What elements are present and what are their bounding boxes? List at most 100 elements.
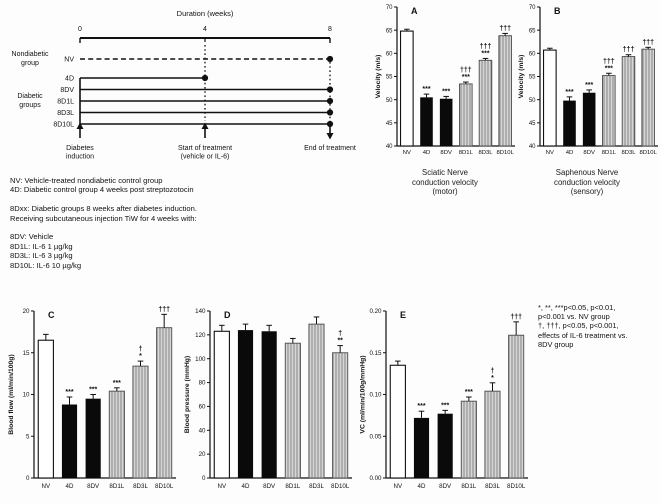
event-label: induction: [66, 154, 94, 161]
y-axis-title: Blood pressure (mmHg): [184, 356, 191, 433]
bar-8D10L: [156, 327, 173, 479]
event-label: End of treatment: [304, 145, 356, 152]
y-tick-label: 55: [386, 75, 393, 81]
axis-week-label: 8: [328, 26, 332, 33]
x-tick-label: NV: [403, 150, 411, 156]
x-tick-label: 8D3L: [478, 150, 493, 156]
nondiabetic-group-label: Nondiabetic: [12, 51, 49, 58]
bar-chart-blood-pressure: 0 20 40 60 80 100 120 140 Blood pressure (mmHg) D…: [184, 308, 352, 490]
x-tick-label: 8D3L: [309, 483, 324, 490]
event-label: Start of treatment: [178, 145, 232, 152]
x-tick-label: 8D1L: [285, 483, 300, 490]
text-line: †, †††, p<0.05, p<0.001,: [538, 321, 619, 331]
text-line: NV: Vehicle-treated nondiabetic control …: [10, 176, 163, 185]
bar-8D3L: [308, 323, 325, 479]
text-line: Saphenous Nerve: [555, 168, 619, 177]
y-tick-label: 60: [529, 51, 536, 57]
y-tick-label: 40: [199, 427, 206, 434]
x-tick-label: 8D10L: [496, 150, 514, 156]
x-tick-label: 8DV: [439, 483, 452, 490]
y-tick-label: 20: [23, 308, 30, 315]
bar-4D: [61, 404, 78, 478]
y-tick-label: 0.10: [369, 392, 382, 399]
y-tick-label: 70: [529, 5, 536, 11]
significance-marker: †††: [623, 47, 635, 54]
y-tick-label: 70: [386, 5, 393, 11]
endpoint-dot: [326, 120, 334, 128]
y-tick-label: 0.15: [369, 350, 382, 357]
bar-NV: [399, 30, 414, 147]
y-tick-label: 5: [26, 433, 30, 440]
chart-a-caption: Sciatic Nerve conduction velocity (motor): [372, 168, 518, 197]
significance-marker: †††: [158, 306, 170, 313]
x-tick-label: 4D: [566, 150, 574, 156]
y-tick-label: 55: [529, 75, 536, 81]
bar-8D1L: [602, 75, 616, 147]
bar-chart-sciatic-velocity: 40 45 50 55 60 65 70 Velocity (m/s) A NV *** 4D *** 8…: [375, 5, 515, 156]
x-tick-label: 8DV: [583, 150, 595, 156]
bar-chart-saphenous-velocity: 40 45 50 55 60 65 70 Velocity (m/s) B NV *** 4D *** 8…: [518, 5, 658, 156]
text-line: conduction velocity: [554, 177, 620, 187]
text-line: 8D3L: IL-6 3 µg/kg: [10, 251, 73, 261]
x-tick-label: 8D1L: [602, 150, 617, 156]
diabetic-group-label: groups: [19, 102, 41, 109]
bar-8DV: [582, 92, 596, 146]
bar-8D3L: [484, 390, 501, 479]
endpoint-dot: [326, 86, 334, 93]
endpoint-dot: [201, 74, 209, 82]
x-tick-label: 4D: [242, 483, 250, 490]
bar-8DV: [439, 98, 453, 146]
nondiabetic-group-label: group: [21, 60, 39, 67]
bar-4D: [563, 100, 576, 146]
significance-marker: †††: [603, 58, 615, 65]
significance-marker: ***: [481, 50, 489, 57]
y-tick-label: 65: [529, 28, 536, 34]
y-tick-label: 45: [386, 121, 393, 127]
text-line: 4D: Diabetic control group 4 weeks post …: [10, 185, 194, 195]
x-tick-label: 8D10L: [639, 150, 657, 156]
significance-marker: †: [491, 368, 495, 375]
text-line: 8Dxx: Diabetic groups 8 weeks after diab…: [10, 204, 197, 214]
x-tick-label: NV: [394, 483, 403, 490]
group-legend-text: NV: Vehicle-treated nondiabetic control …: [10, 176, 197, 270]
text-line: p<0.001 vs. NV group: [538, 312, 610, 322]
x-tick-label: 8DV: [263, 483, 276, 490]
significance-marker: †††: [480, 43, 492, 50]
significance-marker: ***: [422, 86, 430, 93]
y-tick-label: 120: [195, 332, 206, 339]
bar-8D10L: [498, 35, 512, 147]
bar-8D10L: [508, 334, 525, 479]
y-tick-label: 15: [23, 350, 30, 357]
text-line: 8DV: Vehicle: [10, 232, 54, 242]
text-line: (sensory): [570, 187, 604, 197]
chart-b-caption: Saphenous Nerve conduction velocity (senso…: [514, 168, 660, 197]
bar-4D: [237, 330, 254, 478]
y-tick-label: 140: [195, 308, 206, 315]
x-tick-label: 8D10L: [331, 483, 350, 490]
bar-8D3L: [621, 56, 636, 147]
axis-week-label: 4: [203, 26, 207, 33]
endpoint-dot: [326, 55, 334, 63]
event-label: Diabetes: [66, 145, 94, 152]
text-line: [10, 195, 197, 204]
bar-8DV: [261, 331, 277, 478]
y-tick-label: 80: [199, 380, 206, 387]
significance-marker: ***: [585, 82, 593, 89]
panel-letter: E: [400, 310, 406, 320]
significance-marker: †††: [510, 314, 522, 321]
text-line: 8D1L: IL-6 1 µg/kg: [10, 241, 73, 251]
y-axis-title: Velocity (m/s): [375, 55, 382, 99]
significance-marker: ***: [65, 389, 73, 396]
study-timeline-diagram: Duration (weeks) 0 4 8 NV 4D 8DV 8D1L 8D3L 8D10L D…: [12, 9, 356, 161]
x-tick-label: 4D: [418, 483, 426, 490]
y-tick-label: 0: [26, 475, 30, 482]
y-tick-label: 0.00: [369, 475, 382, 482]
y-tick-label: 40: [386, 144, 393, 150]
bar-8D1L: [460, 400, 477, 479]
y-tick-label: 50: [386, 98, 393, 104]
y-tick-label: 50: [529, 98, 536, 104]
group-label-NV: NV: [64, 56, 74, 63]
group-label-4D: 4D: [65, 75, 74, 82]
y-tick-label: 60: [199, 404, 206, 411]
significance-marker: ***: [89, 387, 97, 394]
